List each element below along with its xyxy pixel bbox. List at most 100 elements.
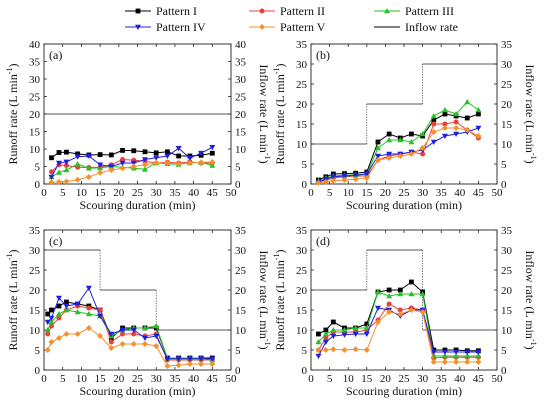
x-tick-label: 10 bbox=[343, 187, 355, 199]
x-tick-label: 15 bbox=[361, 187, 373, 199]
series bbox=[48, 158, 216, 186]
y-tick-label: 5 bbox=[35, 162, 41, 174]
data-point bbox=[322, 331, 329, 337]
y-tick-label: 0 bbox=[35, 179, 41, 191]
data-point bbox=[441, 133, 448, 139]
x-tick-label: 5 bbox=[327, 373, 333, 385]
data-point bbox=[153, 150, 159, 156]
x-tick-label: 0 bbox=[41, 373, 47, 385]
data-point bbox=[330, 333, 337, 339]
x-tick-label: 45 bbox=[207, 373, 219, 385]
series-line bbox=[318, 281, 479, 352]
y2-tick-label: 15 bbox=[235, 127, 247, 139]
x-tick-label: 30 bbox=[417, 373, 429, 385]
data-point bbox=[164, 160, 171, 166]
data-point bbox=[141, 161, 148, 168]
y-tick-label: 35 bbox=[296, 225, 308, 237]
data-point bbox=[108, 339, 114, 345]
x-tick-label: 10 bbox=[76, 187, 88, 199]
plot-frame bbox=[310, 43, 498, 185]
data-point bbox=[386, 131, 392, 137]
legend-entry: Inflow rate bbox=[374, 20, 458, 34]
y2-tick-label: 30 bbox=[501, 59, 513, 71]
data-point bbox=[464, 359, 471, 365]
series bbox=[45, 303, 215, 363]
legend-label: Pattern V bbox=[280, 20, 326, 34]
y2-tick-label: 0 bbox=[501, 179, 507, 191]
data-point bbox=[45, 311, 51, 317]
data-point bbox=[397, 137, 404, 143]
data-point bbox=[120, 331, 126, 337]
data-point bbox=[74, 161, 81, 167]
data-point bbox=[209, 162, 216, 168]
series-line bbox=[318, 113, 479, 181]
y2-tick-label: 10 bbox=[235, 325, 247, 337]
y-tick-label: 25 bbox=[296, 79, 308, 91]
data-point bbox=[475, 133, 482, 139]
x-tick-label: 5 bbox=[60, 373, 66, 385]
data-point bbox=[153, 155, 160, 161]
data-point bbox=[341, 347, 348, 353]
series bbox=[316, 279, 481, 354]
data-point bbox=[153, 333, 160, 339]
y2-tick-label: 30 bbox=[235, 245, 247, 257]
y2-tick-label: 20 bbox=[501, 285, 513, 297]
data-point bbox=[341, 327, 348, 333]
data-point bbox=[386, 287, 392, 293]
x-tick-label: 20 bbox=[113, 187, 125, 199]
data-point bbox=[48, 339, 55, 345]
data-point bbox=[63, 162, 69, 168]
data-point bbox=[352, 331, 359, 337]
data-point bbox=[316, 331, 321, 337]
data-point bbox=[74, 309, 81, 315]
y2-tick-label: 0 bbox=[235, 365, 241, 377]
data-point bbox=[374, 319, 381, 325]
data-point bbox=[198, 361, 205, 367]
legend-label: Pattern I bbox=[156, 4, 197, 18]
x-tick-label: 15 bbox=[95, 187, 107, 199]
series bbox=[315, 307, 482, 365]
data-point bbox=[430, 129, 437, 135]
y-tick-label: 35 bbox=[29, 57, 41, 69]
y2-axis-label: Inflow rate (L min-1) bbox=[523, 64, 538, 163]
y2-tick-label: 15 bbox=[235, 305, 247, 317]
data-point bbox=[364, 321, 370, 327]
y-tick-label: 15 bbox=[29, 127, 41, 139]
x-tick-label: 0 bbox=[41, 187, 47, 199]
data-point bbox=[108, 167, 115, 173]
data-point bbox=[175, 356, 182, 362]
y2-tick-label: 5 bbox=[501, 345, 507, 357]
series-line bbox=[318, 127, 479, 184]
data-point bbox=[419, 291, 426, 297]
data-point bbox=[108, 152, 114, 158]
data-point bbox=[63, 178, 70, 185]
data-point bbox=[85, 165, 92, 171]
data-point bbox=[363, 331, 370, 337]
data-point bbox=[453, 131, 460, 137]
series-line bbox=[47, 309, 213, 361]
legend-entry: Pattern I bbox=[125, 4, 197, 18]
x-tick-label: 5 bbox=[60, 187, 66, 199]
data-point bbox=[315, 347, 322, 353]
data-point bbox=[363, 325, 370, 331]
data-point bbox=[431, 121, 437, 127]
series bbox=[48, 144, 216, 180]
y2-tick-label: 30 bbox=[235, 74, 247, 86]
y-tick-label: 5 bbox=[35, 345, 41, 357]
data-point bbox=[141, 166, 148, 172]
data-point bbox=[374, 305, 381, 311]
data-point bbox=[315, 353, 322, 359]
y2-tick-label: 40 bbox=[235, 39, 247, 51]
y2-tick-label: 30 bbox=[501, 245, 513, 257]
x-tick-label: 40 bbox=[454, 187, 466, 199]
x-axis-label: Scouring duration (min) bbox=[346, 198, 462, 212]
legend: Pattern I Pattern II Pattern III Pattern IV… bbox=[125, 4, 458, 34]
y2-tick-label: 15 bbox=[501, 119, 513, 131]
data-point bbox=[63, 159, 70, 165]
data-point bbox=[408, 151, 415, 157]
y2-tick-label: 5 bbox=[235, 162, 241, 174]
panel-label: (b) bbox=[316, 48, 330, 62]
data-point bbox=[63, 303, 70, 309]
